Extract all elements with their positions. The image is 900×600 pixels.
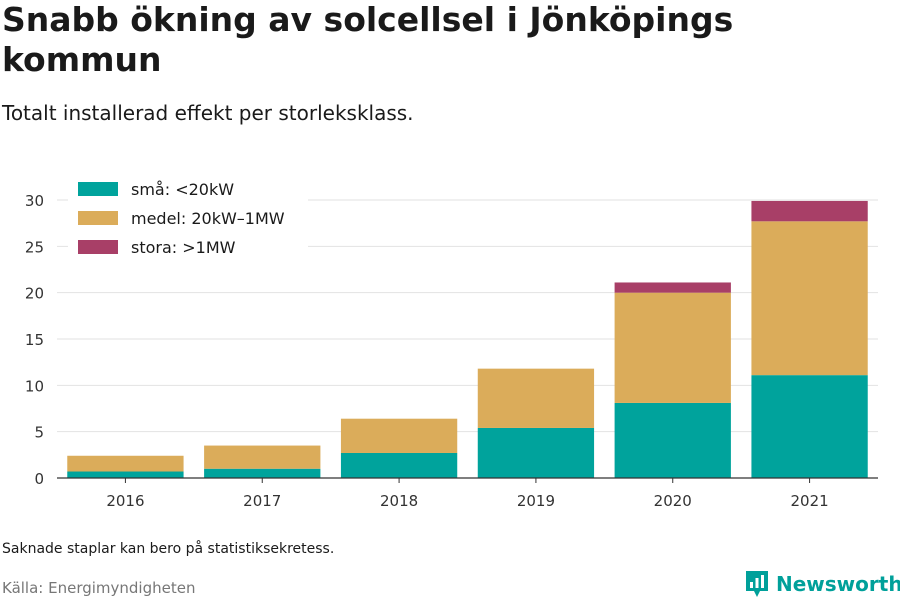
bar-segment-2020-0: [614, 402, 731, 478]
newsworthy-logo[interactable]: Newsworthy: [744, 569, 900, 599]
x-tick-label: 2019: [517, 492, 555, 510]
bar-segment-2020-2: [614, 282, 731, 293]
bar-segment-2018-0: [340, 452, 458, 478]
y-tick-label: 5: [34, 424, 44, 442]
bar-segment-2018-1: [340, 418, 458, 453]
newsworthy-icon: [746, 571, 768, 597]
y-tick-label: 30: [25, 192, 44, 210]
y-tick-label: 25: [25, 238, 44, 256]
y-tick-label: 20: [25, 285, 44, 303]
bar-segment-2017-1: [204, 445, 321, 469]
bar-segment-2020-1: [614, 292, 731, 403]
chart-title: Snabb ökning av solcellsel i Jönköpings …: [2, 0, 734, 79]
x-tick-label: 2018: [380, 492, 418, 510]
legend-swatch: [78, 240, 118, 254]
source-credit: Källa: Energimyndigheten: [2, 579, 196, 597]
legend-label: små: <20kW: [131, 180, 234, 199]
bars: [67, 200, 868, 478]
legend-label: medel: 20kW–1MW: [131, 209, 285, 228]
bar-segment-2019-1: [477, 368, 595, 428]
y-tick-label: 10: [25, 377, 44, 395]
x-tick-label: 2020: [654, 492, 692, 510]
x-tick-label: 2016: [106, 492, 144, 510]
bar-segment-2021-0: [751, 375, 868, 478]
legend: små: <20kW medel: 20kW–1MW stora: >1MW: [68, 175, 308, 267]
footnote: Saknade staplar kan bero på statistiksek…: [2, 541, 335, 557]
bar-segment-2021-1: [751, 221, 868, 376]
chart-subtitle: Totalt installerad effekt per storlekskl…: [2, 101, 414, 125]
y-tick-label: 0: [34, 470, 44, 488]
bar-segment-2017-0: [204, 468, 321, 478]
y-tick-label: 15: [25, 331, 44, 349]
legend-swatch: [78, 211, 118, 225]
x-tick-label: 2017: [243, 492, 281, 510]
bar-segment-2016-0: [67, 471, 184, 478]
legend-swatch: [78, 182, 118, 196]
bar-segment-2021-2: [751, 200, 868, 222]
bar-segment-2016-1: [67, 455, 184, 472]
stacked-bar-chart: 0 5 10 15 20 25 30 2016 2017 2018 2019 2020 2021 små…: [25, 175, 878, 510]
x-tick-label: 2021: [790, 492, 828, 510]
bar-segment-2019-0: [477, 427, 595, 478]
axes: 0 5 10 15 20 25 30 2016 2017 2018 2019 2020 2021: [25, 192, 878, 510]
brand-name: Newsworthy: [776, 572, 900, 596]
legend-label: stora: >1MW: [131, 238, 236, 257]
